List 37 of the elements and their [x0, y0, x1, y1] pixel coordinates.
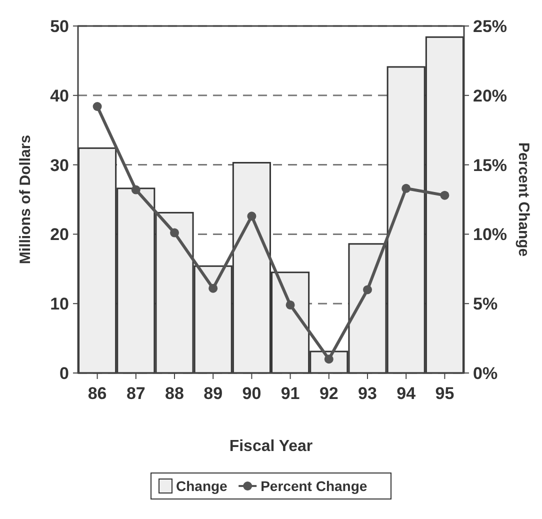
legend-label: Percent Change: [260, 478, 368, 494]
x-tick-label: 93: [358, 384, 377, 403]
x-tick-label: 92: [319, 384, 338, 403]
y2-tick-label: 0%: [473, 364, 498, 383]
legend-label: Change: [176, 478, 228, 494]
x-tick-label: 86: [88, 384, 107, 403]
x-tick-label: 87: [126, 384, 146, 403]
x-tick-label: 95: [435, 384, 454, 403]
x-tick-label: 94: [396, 384, 416, 403]
y-axis-title: Millions of Dollars: [17, 134, 34, 264]
x-tick-label: 90: [242, 384, 262, 403]
point: [440, 190, 450, 200]
point: [92, 102, 102, 112]
y2-tick-label: 20%: [473, 86, 508, 106]
point: [131, 185, 140, 194]
point: [363, 285, 372, 294]
y2-tick-label: 15%: [473, 156, 508, 175]
point: [208, 284, 218, 293]
y-tick-label: 50: [50, 16, 69, 36]
y-tick-label: 40: [50, 86, 69, 106]
point: [247, 212, 256, 221]
y-tick-label: 20: [50, 225, 69, 244]
y2-tick-label: 25%: [473, 16, 508, 36]
x-tick-label: 88: [165, 384, 184, 403]
y-tick-label: 0: [60, 364, 69, 383]
point: [286, 300, 295, 310]
y2-axis-title: Percent Change: [515, 142, 532, 257]
point: [402, 184, 411, 193]
x-axis-title: Fiscal Year: [229, 438, 313, 455]
y-tick-label: 10: [50, 294, 69, 314]
point: [324, 354, 334, 364]
y-tick-label: 30: [50, 156, 69, 175]
x-tick-label: 89: [204, 384, 223, 403]
point: [170, 228, 179, 238]
x-tick-label: 91: [280, 384, 300, 403]
y2-tick-label: 10%: [473, 225, 508, 244]
y2-tick-label: 5%: [473, 294, 498, 314]
